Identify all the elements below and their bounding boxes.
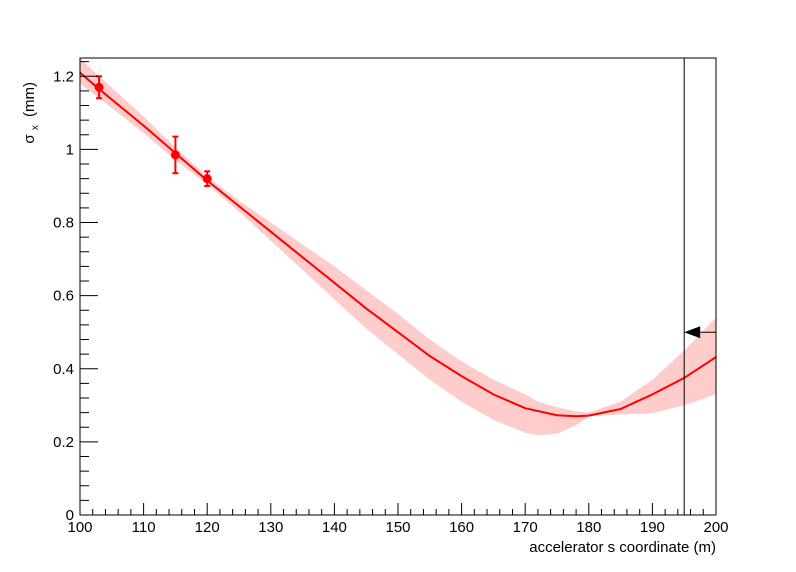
- y-axis-title-unit: (mm): [21, 82, 38, 117]
- arrow-head: [684, 326, 701, 339]
- annotation-layer: [683, 58, 716, 515]
- measurement-points-layer: [94, 75, 212, 187]
- measurement-point-2: [170, 135, 180, 175]
- x-tick-label: 160: [449, 519, 474, 536]
- x-tick-label: 100: [67, 519, 92, 536]
- y-tick-label: 1: [66, 141, 74, 158]
- axes-layer: [79, 57, 717, 516]
- data-point-marker: [202, 174, 212, 184]
- x-tick-label: 150: [385, 519, 410, 536]
- fit-curve-layer: [79, 71, 717, 418]
- x-tick-label: 200: [703, 519, 728, 536]
- y-tick-label: 0.2: [53, 434, 74, 451]
- x-axis-title: accelerator s coordinate (m): [529, 539, 716, 556]
- fit-curve-line: [79, 71, 717, 418]
- uncertainty-band-layer: [80, 58, 716, 436]
- y-tick-label: 0.6: [53, 288, 74, 305]
- x-tick-label: 110: [132, 519, 156, 536]
- x-tick-label: 120: [195, 519, 220, 536]
- uncertainty-band: [80, 58, 716, 436]
- y-axis-title-symbol: σ: [21, 134, 38, 144]
- x-tick-label: 130: [258, 519, 283, 536]
- y-axis-title: σ x (mm): [21, 82, 42, 144]
- y-tick-label: 1.2: [53, 68, 74, 85]
- y-tick-label: 0.4: [53, 361, 74, 378]
- y-tick-label: 0.8: [53, 215, 74, 232]
- y-tick-label: 0: [66, 507, 74, 524]
- svg-text:σ x (mm): σ x (mm): [21, 82, 42, 144]
- x-tick-label: 190: [640, 519, 665, 536]
- x-tick-label: 180: [576, 519, 601, 536]
- x-tick-label: 140: [322, 519, 347, 536]
- x-tick-label: 170: [513, 519, 538, 536]
- measurement-point-3: [202, 170, 212, 187]
- data-point-marker: [170, 150, 180, 160]
- measurement-point-1: [94, 75, 104, 100]
- tick-labels-layer: 100 110 120 130 140 150 160 170 180 190 200 0 0.2 0.4…: [53, 68, 728, 536]
- data-point-marker: [94, 82, 104, 92]
- y-axis-title-subscript: x: [30, 125, 41, 130]
